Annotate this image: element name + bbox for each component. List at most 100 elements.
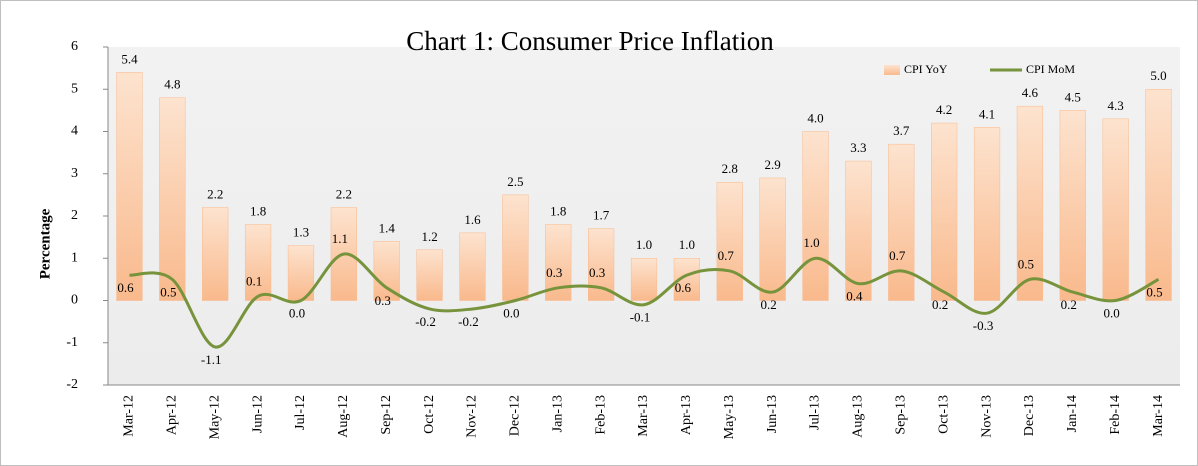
x-tick-label: Jul-13 bbox=[808, 395, 823, 430]
legend-swatch bbox=[884, 65, 900, 75]
bar-value-label: 4.6 bbox=[1022, 85, 1039, 100]
x-tick-label: Oct-12 bbox=[422, 395, 437, 434]
line-value-label: 0.0 bbox=[289, 305, 305, 320]
x-tick-label: Jan-14 bbox=[1065, 395, 1080, 432]
bar-value-label: 1.0 bbox=[636, 237, 652, 252]
line-value-label: 0.5 bbox=[1146, 284, 1162, 299]
y-tick-label: 5 bbox=[71, 81, 78, 96]
x-tick-label: Sep-12 bbox=[379, 395, 394, 435]
bar bbox=[845, 160, 872, 301]
x-tick-label: Nov-12 bbox=[465, 395, 480, 438]
bar-value-label: 2.2 bbox=[207, 187, 223, 202]
y-axis-label: Percentage bbox=[37, 208, 53, 279]
line-value-label: 0.1 bbox=[246, 273, 262, 288]
line-value-label: -0.2 bbox=[415, 314, 436, 329]
bar bbox=[373, 241, 400, 301]
line-value-label: 0.3 bbox=[375, 293, 391, 308]
bar bbox=[716, 181, 743, 301]
bar-value-label: 1.4 bbox=[379, 220, 396, 235]
bar bbox=[1016, 105, 1044, 301]
bar-value-label: 3.3 bbox=[850, 140, 866, 155]
bar-value-label: 1.3 bbox=[293, 225, 309, 240]
bar bbox=[630, 258, 658, 301]
bar bbox=[244, 224, 272, 301]
y-tick-label: -2 bbox=[66, 377, 78, 392]
bar bbox=[1145, 89, 1172, 301]
line-value-label: -1.1 bbox=[201, 352, 222, 367]
bar bbox=[802, 131, 829, 301]
x-tick-label: Apr-13 bbox=[679, 395, 694, 435]
bar bbox=[416, 249, 443, 301]
x-tick-label: Jun-13 bbox=[765, 395, 780, 433]
line-value-label: 0.0 bbox=[503, 305, 519, 320]
y-tick-label: 4 bbox=[71, 124, 78, 139]
line-value-label: 0.5 bbox=[1018, 256, 1034, 271]
plot-area bbox=[108, 47, 1180, 385]
x-tick-label: Nov-13 bbox=[979, 395, 994, 438]
line bbox=[129, 252, 1160, 349]
line-value-label: 0.2 bbox=[1061, 297, 1077, 312]
x-tick-label: Aug-12 bbox=[336, 395, 351, 438]
line-value-label: 0.7 bbox=[718, 248, 735, 263]
line-value-label: 0.3 bbox=[589, 265, 605, 280]
y-tick-label: -1 bbox=[66, 335, 78, 350]
line-value-label: 0.4 bbox=[846, 289, 863, 304]
bar bbox=[116, 72, 143, 301]
x-tick-label: Jun-12 bbox=[250, 395, 265, 433]
bar-value-label: 2.8 bbox=[722, 161, 738, 176]
x-tick-label: Jan-13 bbox=[550, 395, 565, 432]
line-value-label: 0.3 bbox=[546, 265, 562, 280]
bar-value-label: 1.7 bbox=[593, 208, 610, 223]
bar-value-label: 1.6 bbox=[464, 212, 481, 227]
bar-value-label: 3.7 bbox=[893, 123, 910, 138]
line-value-label: 0.5 bbox=[160, 284, 176, 299]
bar bbox=[502, 194, 529, 301]
bar-value-label: 4.0 bbox=[807, 110, 823, 125]
bar bbox=[1059, 110, 1086, 301]
y-tick-label: 1 bbox=[71, 250, 78, 265]
bar bbox=[973, 127, 1001, 301]
line-value-label: 0.0 bbox=[1104, 305, 1120, 320]
x-tick-label: Dec-12 bbox=[508, 395, 523, 436]
bar bbox=[202, 207, 229, 301]
bar-value-label: 5.4 bbox=[121, 51, 138, 66]
x-tick-label: Mar-12 bbox=[122, 395, 137, 437]
bar-value-label: 1.8 bbox=[550, 203, 566, 218]
bar bbox=[459, 232, 486, 301]
line-value-label: -0.3 bbox=[973, 318, 994, 333]
line-value-label: 0.6 bbox=[117, 280, 134, 295]
bar bbox=[931, 122, 958, 301]
x-tick-label: Mar-14 bbox=[1151, 395, 1166, 437]
bar-value-label: 2.9 bbox=[765, 157, 781, 172]
bar bbox=[759, 177, 786, 301]
line-value-label: 0.2 bbox=[932, 297, 948, 312]
line-value-label: -0.2 bbox=[458, 314, 479, 329]
legend-label: CPI MoM bbox=[1026, 62, 1075, 76]
x-tick-label: Apr-12 bbox=[165, 395, 180, 435]
x-tick-label: May-13 bbox=[722, 395, 737, 439]
bar-value-label: 2.5 bbox=[507, 174, 523, 189]
chart-title: Chart 1: Consumer Price Inflation bbox=[406, 26, 774, 56]
y-tick-label: 3 bbox=[71, 166, 78, 181]
x-tick-label: Feb-13 bbox=[593, 395, 608, 435]
x-tick-label: Mar-13 bbox=[636, 395, 651, 437]
bar bbox=[159, 97, 186, 301]
bar bbox=[888, 143, 915, 301]
bar-value-label: 5.0 bbox=[1150, 68, 1166, 83]
bar-value-label: 2.2 bbox=[336, 187, 352, 202]
y-tick-label: 0 bbox=[71, 293, 78, 308]
x-tick-label: Dec-13 bbox=[1022, 395, 1037, 436]
line-value-label: 1.1 bbox=[332, 231, 348, 246]
x-tick-label: May-12 bbox=[207, 395, 222, 439]
bar-value-label: 4.8 bbox=[164, 77, 180, 92]
bar-value-label: 4.1 bbox=[979, 106, 995, 121]
line-value-label: 0.6 bbox=[675, 280, 692, 295]
line-value-label: 0.7 bbox=[889, 248, 906, 263]
y-tick-label: 2 bbox=[71, 208, 78, 223]
bar-value-label: 4.5 bbox=[1065, 89, 1081, 104]
x-tick-label: Aug-13 bbox=[851, 395, 866, 438]
x-tick-label: Sep-13 bbox=[893, 395, 908, 435]
line-value-label: 0.2 bbox=[761, 297, 777, 312]
bar bbox=[1102, 118, 1129, 301]
line-value-label: 1.0 bbox=[803, 235, 819, 250]
